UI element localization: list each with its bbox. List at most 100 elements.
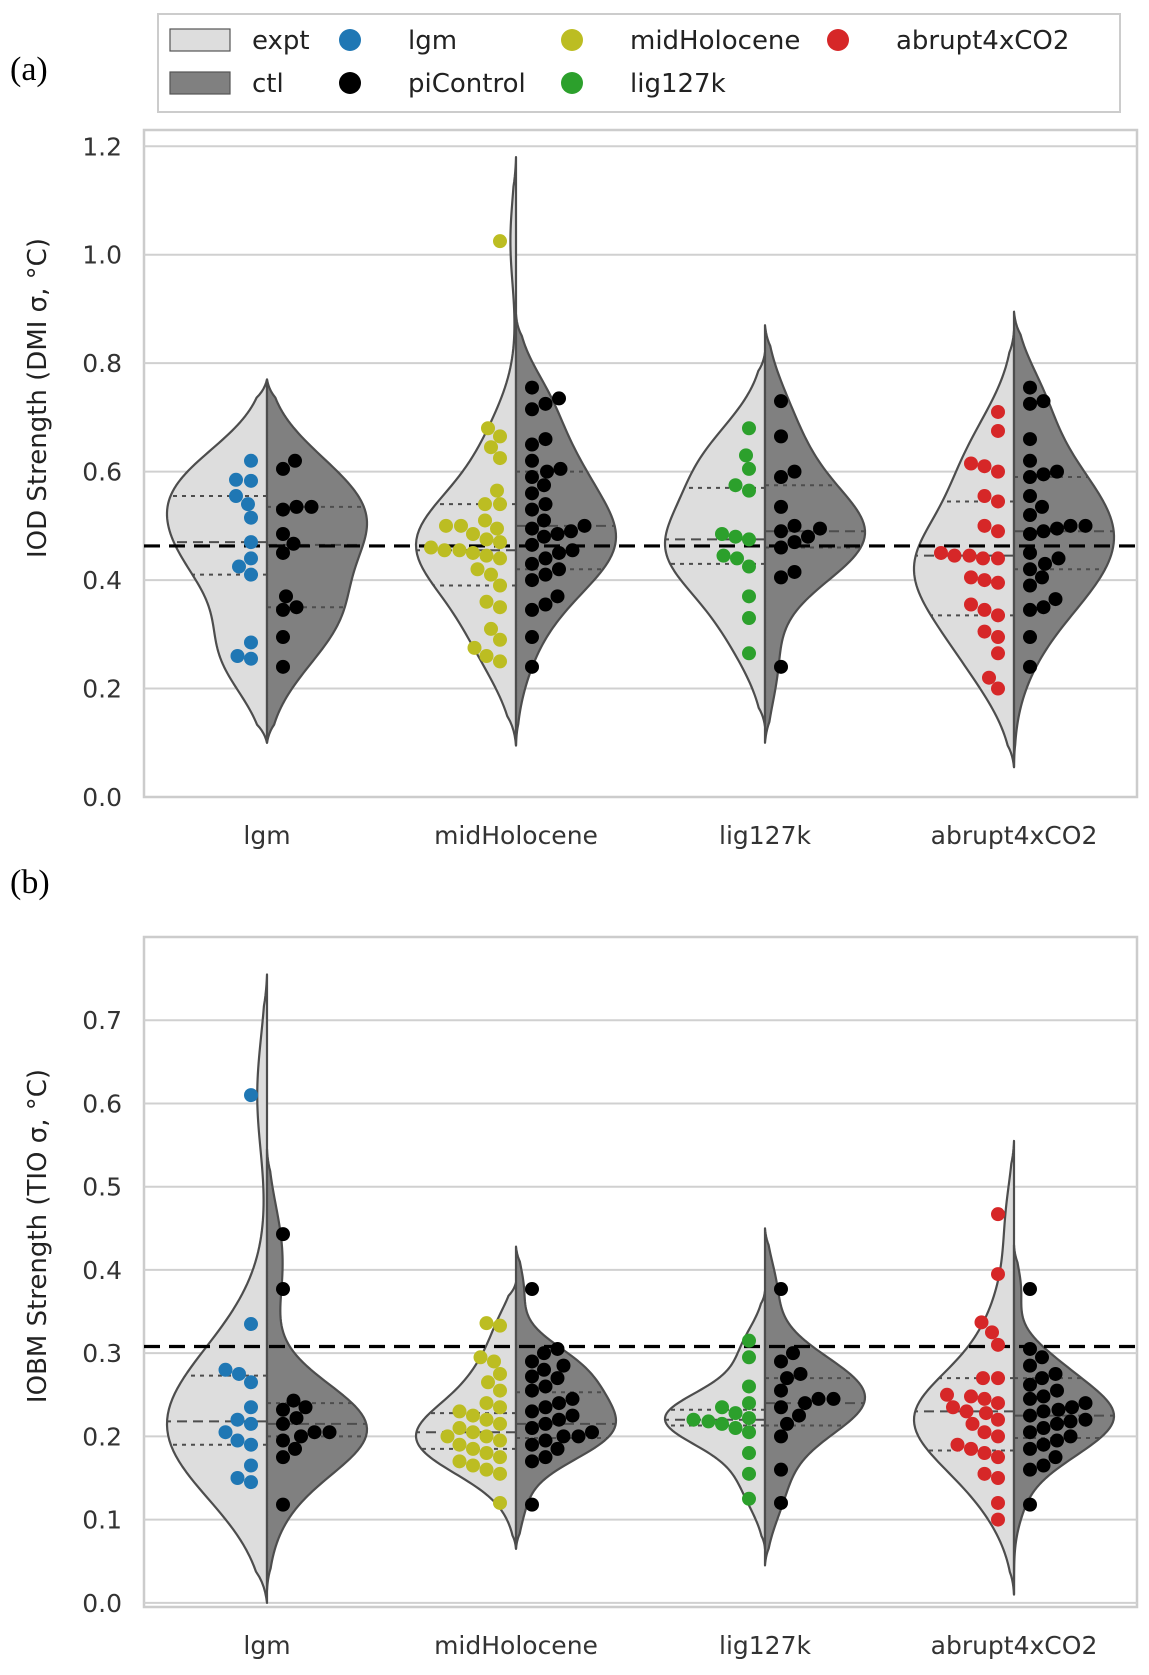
data-point-ctl: [552, 562, 566, 577]
data-point-ctl: [294, 1429, 308, 1444]
violin-expt: [912, 1139, 1016, 1596]
violin-group-midHolocene: [414, 1245, 618, 1550]
data-point-ctl: [1048, 592, 1063, 607]
data-point-expt: [244, 510, 258, 525]
data-point-ctl: [525, 470, 539, 485]
legend-frame: [157, 13, 1121, 113]
data-point-expt: [493, 1466, 507, 1481]
data-point-expt: [739, 448, 753, 463]
data-point-expt: [991, 551, 1005, 566]
data-point-ctl: [1036, 1458, 1051, 1473]
legend: expt ctl lgm piControl midHolocene lig127k abr…: [157, 13, 1121, 113]
x-tick-label: lgm: [243, 1631, 290, 1660]
data-point-ctl: [537, 1346, 551, 1361]
data-point-expt: [982, 670, 996, 685]
legend-marker-lgm: [339, 29, 361, 51]
data-point-ctl: [307, 1425, 322, 1440]
data-point-ctl: [525, 1383, 539, 1398]
data-point-ctl: [1023, 1377, 1037, 1392]
data-point-expt: [244, 551, 258, 566]
data-point-ctl: [787, 464, 802, 479]
data-point-expt: [991, 524, 1005, 539]
data-point-ctl: [1023, 1462, 1037, 1477]
data-point-ctl: [1078, 1412, 1093, 1427]
data-point-expt: [440, 1429, 455, 1444]
data-point-expt: [493, 1318, 507, 1333]
data-point-ctl: [774, 1282, 788, 1297]
data-point-expt: [229, 489, 243, 504]
violin-group-lig127k: [663, 324, 867, 744]
data-point-ctl: [774, 470, 788, 485]
data-point-ctl: [1035, 1350, 1049, 1365]
panel-label-b: (b): [10, 864, 50, 901]
data-point-expt: [742, 1350, 756, 1365]
data-point-ctl: [538, 396, 553, 411]
data-point-ctl: [774, 1400, 788, 1415]
data-point-expt: [959, 1404, 974, 1419]
data-point-expt: [964, 570, 978, 585]
panel-label-a: (a): [10, 51, 48, 88]
data-point-ctl: [525, 1369, 539, 1384]
data-point-ctl: [1036, 394, 1051, 409]
data-point-ctl: [787, 535, 802, 550]
data-point-ctl: [774, 1429, 788, 1444]
data-point-expt: [493, 234, 507, 249]
data-point-ctl: [1023, 545, 1037, 560]
data-point-expt: [947, 548, 962, 563]
legend-marker-piControl: [339, 72, 361, 94]
data-point-expt: [964, 597, 978, 612]
data-point-ctl: [811, 1391, 826, 1406]
data-point-ctl: [577, 518, 592, 533]
data-point-expt: [493, 1400, 507, 1415]
data-point-ctl: [525, 1282, 539, 1297]
data-point-expt: [466, 1458, 480, 1473]
data-point-expt: [991, 608, 1005, 623]
data-point-expt: [479, 1412, 494, 1427]
data-point-expt: [701, 1414, 716, 1429]
data-point-ctl: [1063, 518, 1078, 533]
data-point-expt: [244, 651, 258, 666]
data-point-ctl: [525, 437, 539, 452]
y-tick-label: 0.1: [82, 1506, 122, 1535]
data-point-ctl: [1023, 578, 1037, 593]
data-point-ctl: [585, 1425, 599, 1440]
data-point-ctl: [525, 1497, 539, 1512]
legend-label-abrupt4xCO2: abrupt4xCO2: [896, 26, 1069, 56]
data-point-ctl: [538, 597, 553, 612]
data-point-ctl: [550, 1341, 565, 1356]
data-point-expt: [950, 1437, 965, 1452]
data-point-ctl: [276, 1433, 290, 1448]
data-point-expt: [232, 559, 246, 574]
data-point-expt: [244, 1088, 258, 1103]
data-point-ctl: [1023, 1358, 1037, 1373]
data-point-expt: [991, 1412, 1005, 1427]
data-point-ctl: [1023, 380, 1037, 395]
data-point-expt: [716, 548, 731, 563]
data-point-ctl: [552, 1396, 566, 1411]
data-point-expt: [991, 1267, 1005, 1282]
data-point-expt: [742, 1396, 756, 1411]
data-point-ctl: [1048, 1366, 1063, 1381]
data-point-ctl: [1048, 1450, 1063, 1465]
data-point-expt: [991, 681, 1005, 696]
data-point-ctl: [793, 1366, 808, 1381]
data-point-ctl: [1023, 396, 1037, 411]
data-point-ctl: [286, 536, 301, 551]
data-point-ctl: [1023, 508, 1037, 523]
data-point-expt: [728, 478, 743, 493]
data-point-expt: [991, 646, 1005, 661]
data-point-expt: [493, 551, 507, 566]
data-point-ctl: [525, 402, 539, 417]
data-point-ctl: [1023, 1425, 1037, 1440]
data-point-expt: [466, 545, 480, 560]
data-point-ctl: [525, 1421, 539, 1436]
plot-frame: [142, 128, 1139, 799]
data-point-expt: [965, 1416, 980, 1431]
data-point-expt: [742, 559, 756, 574]
data-point-ctl: [552, 391, 566, 406]
data-point-expt: [742, 532, 756, 547]
data-point-expt: [742, 421, 756, 436]
data-point-expt: [991, 1429, 1005, 1444]
violin-group-midHolocene: [414, 156, 618, 747]
data-point-ctl: [550, 1371, 565, 1386]
